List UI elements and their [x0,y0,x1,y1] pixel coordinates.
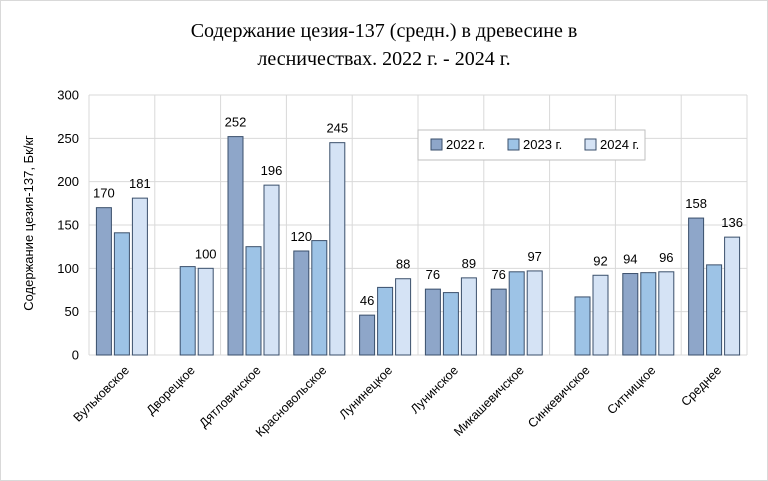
bar [706,264,723,356]
y-axis-ticks: 0 50 100 150 200 250 300 [57,88,79,363]
data-label: 76 [491,267,505,282]
legend: 2022 г. 2023 г. 2024 г. [417,129,646,161]
y-tick-label: 50 [65,304,79,319]
data-label: 181 [129,176,151,191]
y-axis-label: Содержание цезия-137, Бк/кг [21,135,36,311]
bar [460,277,477,356]
x-category-label: Среднее [678,363,724,409]
y-tick-label: 100 [57,261,79,276]
bar [227,136,244,356]
data-label: 46 [360,293,374,308]
x-category-label: Микашевичское [451,363,527,439]
x-category-label: Лунинское [408,363,461,416]
bar [622,273,639,356]
data-label: 120 [290,229,312,244]
legend-swatch [507,138,520,151]
bar [724,236,741,356]
bar [395,278,412,356]
data-label: 89 [462,256,476,271]
bar [442,292,459,356]
bar [508,271,525,356]
bar [688,217,705,356]
data-label: 136 [721,215,743,230]
x-category-label: Дворецкое [144,363,198,417]
legend-label: 2022 г. [446,137,485,152]
bar [490,288,507,356]
x-category-label: Вульковское [71,363,132,424]
x-category-label: Синкевичское [525,363,592,430]
bar [293,250,310,356]
bar [131,197,148,356]
bar [526,270,543,356]
y-tick-label: 200 [57,174,79,189]
y-tick-label: 300 [57,88,79,103]
data-label: 88 [396,257,410,272]
y-tick-label: 250 [57,131,79,146]
bar [329,142,346,356]
chart-title-line-2: лесничествах. 2022 г. - 2024 г. [257,48,510,70]
bar [179,266,196,356]
bar [245,246,262,356]
bar [263,184,280,356]
data-label: 97 [527,249,541,264]
bar [359,314,376,356]
chart-title-line-1: Содержание цезия-137 (средн.) в древесин… [191,20,578,42]
data-label: 196 [261,163,283,178]
legend-swatch [430,138,443,151]
data-labels: 170 181 100 252 196 120 245 46 88 76 89 76 97 92 94 96 1… [93,115,743,309]
bar [658,271,675,356]
data-label: 76 [426,267,440,282]
x-axis-categories: Вульковское ДворецкоеДятловичскоеКрасново… [71,363,725,439]
bar [640,272,657,356]
x-category-label: Красновольское [253,363,329,439]
data-label: 252 [225,115,247,130]
data-label: 92 [593,253,607,268]
data-label: 94 [623,252,637,267]
legend-label: 2023 г. [523,137,562,152]
legend-box [417,129,646,161]
bar [197,267,214,356]
x-category-label: Лунинецкое [337,363,396,422]
y-tick-label: 0 [72,348,79,363]
bars [95,136,741,356]
y-tick-label: 150 [57,218,79,233]
bar [311,240,328,356]
bar [592,274,609,356]
legend-label: 2024 г. [600,137,639,152]
data-label: 96 [659,250,673,265]
bar [574,296,591,356]
x-category-label: Дятловичское [196,363,263,430]
data-label: 245 [326,121,348,136]
x-category-label: Ситницкое [604,363,658,417]
bar [377,286,394,356]
bar [424,288,441,356]
bar [113,232,130,356]
bar [95,207,112,356]
data-label: 170 [93,186,115,201]
legend-swatch [584,138,597,151]
data-label: 100 [195,246,217,261]
data-label: 158 [685,196,707,211]
